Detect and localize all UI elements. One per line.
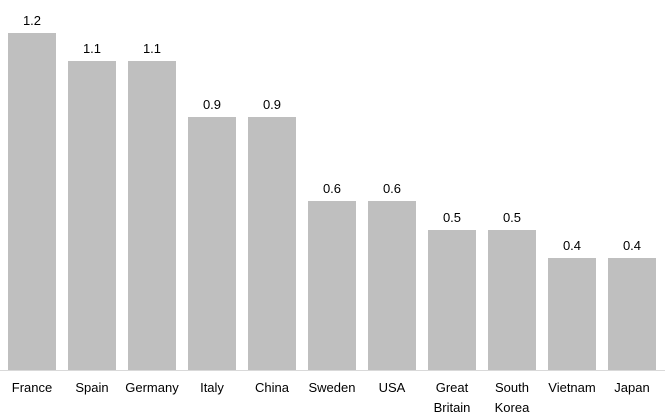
x-axis-label: Japan — [614, 380, 650, 395]
bar — [488, 230, 536, 370]
bar — [428, 230, 476, 370]
bar-value-label: 0.9 — [262, 97, 282, 112]
bar-value-label: 0.5 — [442, 210, 462, 225]
x-axis-label: Spain — [75, 380, 109, 395]
bar-group: 0.9 — [188, 97, 236, 370]
x-axis-line — [0, 370, 665, 371]
bar — [548, 258, 596, 370]
x-axis-labels: France Spain Germany Italy China Sweden USA Gre… — [2, 378, 662, 416]
x-axis-label: South Korea — [494, 380, 530, 415]
x-axis-label: Great Britain — [433, 380, 471, 415]
bar-value-label: 1.1 — [142, 41, 162, 56]
bar — [128, 61, 176, 370]
bar — [8, 33, 56, 370]
bar-group: 0.4 — [548, 238, 596, 370]
bar-value-label: 0.5 — [502, 210, 522, 225]
x-axis-label: Sweden — [308, 380, 356, 395]
bar — [308, 201, 356, 370]
x-axis-label: USA — [378, 380, 406, 395]
bar-value-label: 0.4 — [562, 238, 582, 253]
bar-group: 0.5 — [488, 210, 536, 370]
x-axis-label: Vietnam — [548, 380, 596, 395]
bar — [368, 201, 416, 370]
bar-group: 0.5 — [428, 210, 476, 370]
x-axis-label: France — [11, 380, 53, 395]
bar — [248, 117, 296, 370]
bar — [188, 117, 236, 370]
x-axis-label: Italy — [200, 380, 224, 395]
x-axis-label: Germany — [125, 380, 179, 395]
plot-area: 1.2 1.1 1.1 0.9 0.9 0.6 0.6 0.5 0.5 0.4 0.4 — [8, 13, 656, 370]
bar-value-label: 0.6 — [322, 181, 342, 196]
bar — [68, 61, 116, 370]
bar-value-label: 0.9 — [202, 97, 222, 112]
bar-value-label: 1.1 — [82, 41, 102, 56]
bar-group: 0.6 — [308, 181, 356, 370]
bar-value-label: 1.2 — [22, 13, 42, 28]
bar-group: 0.6 — [368, 181, 416, 370]
bar-value-label: 0.4 — [622, 238, 642, 253]
bar-value-label: 0.6 — [382, 181, 402, 196]
bar-group: 1.1 — [128, 41, 176, 370]
bar-group: 0.4 — [608, 238, 656, 370]
bar — [608, 258, 656, 370]
bar-group: 1.2 — [8, 13, 56, 370]
bar-group: 1.1 — [68, 41, 116, 370]
x-axis-label: China — [255, 380, 289, 395]
bar-group: 0.9 — [248, 97, 296, 370]
